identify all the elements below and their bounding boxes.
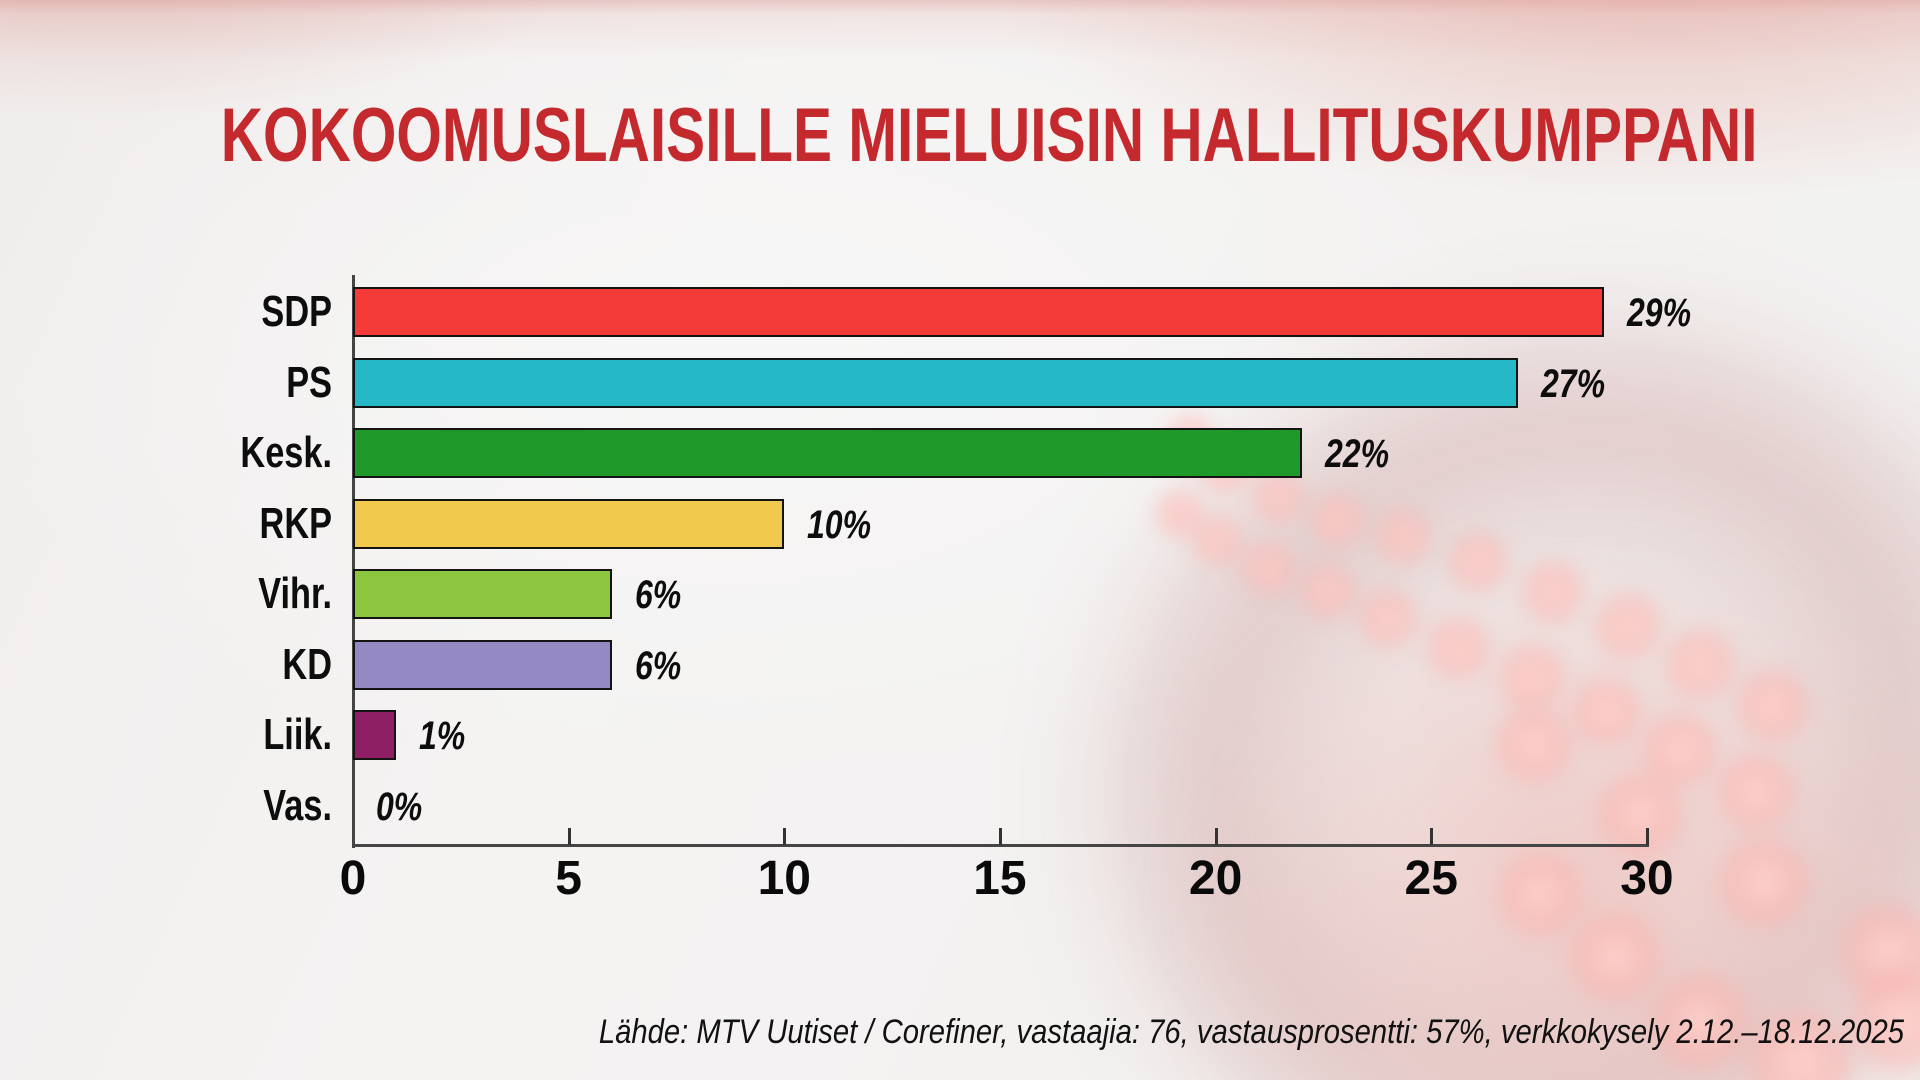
glow-dot: [1490, 701, 1578, 789]
x-axis-tick-label: 10: [757, 852, 811, 905]
glow-dot: [1296, 559, 1360, 623]
value-label: 0%: [376, 784, 423, 829]
value-label: 22%: [1324, 432, 1389, 477]
glow-dot: [1842, 962, 1920, 1078]
glow-dot: [1566, 672, 1646, 752]
x-axis-tick-label: 15: [973, 852, 1027, 905]
x-axis-tick: [1214, 828, 1218, 845]
category-label: Kesk.: [240, 428, 332, 478]
x-axis-line: [352, 844, 1649, 847]
category-label: KD: [282, 639, 332, 689]
glow-dot: [1590, 588, 1666, 664]
glow-dot: [1660, 624, 1740, 704]
y-axis-line: [352, 275, 355, 848]
bar: [353, 357, 1518, 408]
x-axis-tick: [998, 828, 1002, 845]
glow-dot: [1354, 584, 1422, 652]
x-axis-tick: [783, 828, 787, 845]
category-label: SDP: [261, 287, 332, 336]
value-label: 6%: [634, 573, 682, 618]
bar: [353, 428, 1302, 479]
x-axis-tick-label: 30: [1620, 852, 1674, 905]
category-label: PS: [286, 357, 332, 407]
value-label: 29%: [1626, 291, 1691, 335]
bar: [353, 710, 397, 761]
source-caption: Lähde: MTV Uutiset / Corefiner, vastaaji…: [598, 1013, 1904, 1051]
glow-dot: [1444, 528, 1512, 596]
bar: [353, 287, 1604, 337]
value-label: 6%: [634, 643, 682, 688]
bar: [353, 639, 612, 690]
glow-dot: [1371, 505, 1435, 569]
x-axis-tick: [1645, 828, 1649, 845]
value-label: 1%: [419, 714, 466, 759]
x-axis-tick-label: 5: [555, 852, 582, 905]
category-label: Vas.: [263, 780, 332, 830]
bar: [353, 498, 785, 549]
x-axis-tick: [567, 828, 571, 845]
x-axis-tick-label: 20: [1188, 852, 1243, 905]
category-label: Liik.: [263, 710, 332, 760]
value-label: 27%: [1540, 361, 1605, 406]
x-axis-tick: [1430, 828, 1434, 845]
x-axis-tick-label: 25: [1404, 852, 1458, 905]
glow-dot: [1711, 747, 1801, 837]
value-label: 10%: [807, 502, 872, 547]
glow-dot: [1307, 489, 1369, 551]
glow-dot: [1237, 537, 1299, 599]
chart-title: KOKOOMUSLAISILLE MIELUISIN HALLITUSKUMPP…: [220, 93, 1758, 178]
glow-dot: [1592, 766, 1688, 862]
bar: [353, 569, 612, 620]
category-label: RKP: [259, 498, 332, 548]
glow-dot: [1740, 1002, 1860, 1080]
glow-dot: [1730, 664, 1814, 748]
glow-dot: [1712, 830, 1816, 934]
glow-dot: [1644, 966, 1756, 1078]
x-axis-tick-label: 0: [339, 852, 367, 905]
glow-dot: [1517, 556, 1589, 628]
glow-dot: [1422, 612, 1494, 684]
category-label: Vihr.: [258, 569, 332, 619]
